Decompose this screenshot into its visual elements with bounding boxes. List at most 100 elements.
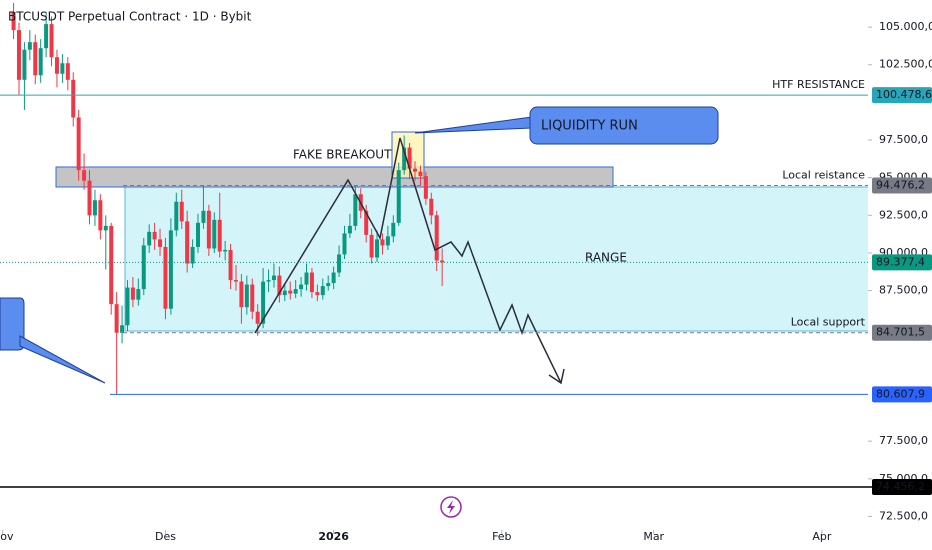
candle-body (44, 24, 49, 49)
candle-body (141, 245, 146, 290)
candle-body (331, 272, 336, 284)
y-tick-label: 72.500,0 (879, 509, 928, 522)
candle-body (304, 272, 309, 285)
candle-body (163, 246, 168, 309)
price-badge (872, 324, 932, 341)
candle-body (440, 260, 445, 263)
x-tick-label: Des (155, 530, 176, 543)
candle-body (125, 287, 130, 326)
candle-body (179, 201, 184, 222)
plot-area (11, 3, 445, 395)
candle-body (27, 42, 32, 50)
price-badge-label: 100.478,6 (876, 88, 932, 101)
candle-body (326, 283, 331, 287)
chart-title: BTCUSDT Perpetual Contract · 1D · Bybit (8, 10, 252, 24)
candle-body (309, 272, 314, 293)
level-name: Local reistance (782, 169, 865, 182)
candle-body (158, 239, 163, 247)
candle-body (429, 198, 434, 216)
candle-body (109, 225, 114, 305)
y-tick-label: 105.000,0 (879, 20, 932, 33)
x-tick-label: 2026 (318, 530, 349, 543)
candle-body (152, 231, 157, 240)
price-badge-label: 84.701,5 (876, 326, 925, 339)
level-name: Local support (791, 316, 866, 329)
candle-body (396, 170, 401, 223)
candle-body (282, 290, 287, 296)
candle-body (217, 219, 222, 252)
candle-body (71, 79, 76, 118)
candle-body (206, 210, 211, 249)
candle-body (82, 170, 87, 181)
candle-body (92, 200, 97, 216)
candle-body (54, 57, 59, 74)
candle-body (261, 281, 266, 324)
candle-body (385, 236, 390, 246)
candle-body (185, 221, 190, 264)
candle-body (190, 246, 195, 264)
candle-body (11, 12, 16, 31)
candle-body (174, 201, 179, 231)
y-tick-label: 87.500,0 (879, 284, 928, 297)
candle-body (60, 63, 65, 74)
price-badge (872, 386, 932, 403)
candle-body (38, 48, 43, 76)
level-name: HTF RESISTANCE (772, 78, 865, 91)
candle-body (266, 280, 271, 282)
candle-body (147, 231, 152, 246)
annotation: LIQUIDITY RUN (541, 119, 638, 134)
price-badge (872, 254, 932, 271)
candle-body (337, 254, 342, 273)
callout-pointer (414, 116, 533, 134)
candle-body (212, 219, 217, 249)
candle-body (342, 233, 347, 255)
price-badge-label: 94.476,2 (876, 179, 925, 192)
y-tick-label: 77.500,0 (879, 434, 928, 447)
price-badge-label: 89.377,4 (876, 255, 925, 268)
callout-pointer (19, 335, 106, 384)
candle-body (423, 176, 428, 199)
y-tick-label: 97.500,0 (879, 133, 928, 146)
candle-body (239, 281, 244, 308)
candle-body (299, 284, 304, 290)
resistance-zone (55, 166, 614, 188)
candle-body (120, 325, 125, 333)
candle-body (33, 42, 38, 76)
candle-body (168, 230, 173, 309)
candle-body (277, 275, 282, 296)
candle-body (244, 284, 249, 308)
candle-body (402, 147, 407, 171)
callout-box (529, 106, 719, 145)
candle-body (320, 286, 325, 296)
candle-body (293, 289, 298, 294)
candle-body (315, 292, 320, 296)
price-axis-bg (868, 0, 932, 550)
x-tick-label: Feb (492, 530, 511, 543)
x-tick-label: Mar (643, 530, 664, 543)
price-badge (872, 87, 932, 104)
annotation: RANGE (585, 251, 627, 265)
event-icon-bolt (447, 500, 455, 514)
candle-body (369, 234, 374, 258)
candle-body (65, 63, 70, 80)
candle-body (201, 210, 206, 223)
candle-body (16, 30, 21, 80)
candle-body (255, 311, 260, 324)
candle-body (103, 225, 108, 231)
candle-body (353, 194, 358, 226)
candle-body (196, 222, 201, 247)
price-badge-label: 74.456,2 (876, 480, 925, 493)
candle-body (364, 210, 369, 235)
y-tick-label: 92.500,0 (879, 208, 928, 221)
candle-body (228, 249, 233, 281)
range-box (124, 186, 871, 332)
candle-body (223, 249, 228, 252)
candle-body (391, 222, 396, 237)
candle-body (407, 147, 412, 169)
annotation: FAKE BREAKOUT (293, 148, 392, 162)
candle-body (49, 24, 54, 58)
event-icon[interactable] (440, 496, 462, 518)
x-tick-label: Nov (0, 530, 14, 543)
candle-body (434, 215, 439, 261)
